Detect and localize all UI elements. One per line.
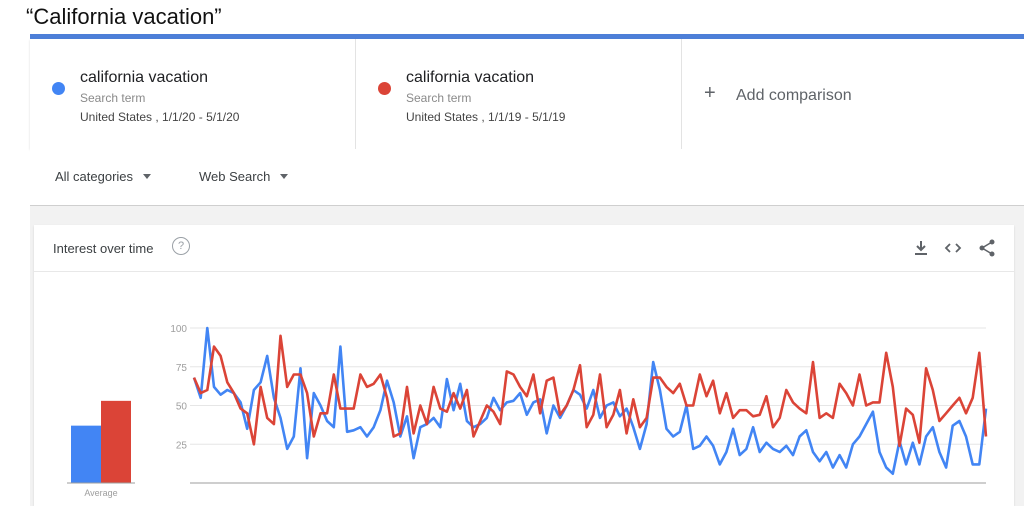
y-tick-label: 100	[170, 324, 187, 335]
term-color-dot	[378, 82, 391, 95]
download-icon[interactable]	[910, 237, 932, 259]
embed-icon[interactable]	[942, 237, 964, 259]
term-region-date: United States , 1/1/19 - 5/1/19	[406, 110, 566, 124]
y-tick-label: 25	[176, 440, 188, 451]
add-comparison-label: Add comparison	[736, 87, 852, 104]
interest-over-time-card: Interest over time ? 100 75 50 25 Average	[34, 225, 1014, 506]
y-tick-label: 75	[176, 363, 188, 374]
term-card-2[interactable]: california vacation Search term United S…	[356, 39, 682, 149]
term-type: Search term	[80, 91, 146, 105]
average-bar	[101, 400, 131, 483]
series-line-2	[192, 334, 988, 448]
caret-down-icon	[280, 174, 289, 179]
series-line-1	[192, 326, 988, 475]
category-dropdown[interactable]: All categories	[55, 169, 152, 184]
help-icon[interactable]: ?	[172, 237, 190, 255]
term-color-dot	[52, 82, 65, 95]
chart-grid: 100 75 50 25	[170, 324, 986, 484]
y-tick-label: 50	[176, 402, 188, 413]
add-comparison-button[interactable]: + Add comparison	[682, 39, 1024, 149]
accent-bar	[30, 34, 1024, 39]
average-label: Average	[84, 488, 117, 498]
average-bars: Average	[67, 400, 135, 498]
average-bar	[71, 425, 101, 483]
term-region-date: United States , 1/1/20 - 5/1/20	[80, 110, 240, 124]
term-card-1[interactable]: california vacation Search term United S…	[30, 39, 356, 149]
term-name: california vacation	[406, 69, 535, 86]
interest-chart: 100 75 50 25 Average	[67, 324, 988, 498]
search-type-label: Web Search	[199, 169, 271, 184]
term-type: Search term	[406, 91, 472, 105]
chart-series	[192, 326, 988, 475]
comparison-terms-row: california vacation Search term United S…	[30, 39, 1024, 149]
category-label: All categories	[55, 169, 134, 184]
plus-icon: +	[704, 82, 716, 104]
share-icon[interactable]	[976, 237, 998, 259]
filter-row: All categories Web Search	[30, 149, 1024, 206]
caret-down-icon	[143, 174, 152, 179]
term-name: california vacation	[80, 69, 209, 86]
card-title: Interest over time	[53, 241, 154, 256]
search-type-dropdown[interactable]: Web Search	[199, 169, 289, 184]
page-title: “California vacation”	[26, 4, 222, 29]
card-header: Interest over time ?	[34, 225, 1014, 272]
